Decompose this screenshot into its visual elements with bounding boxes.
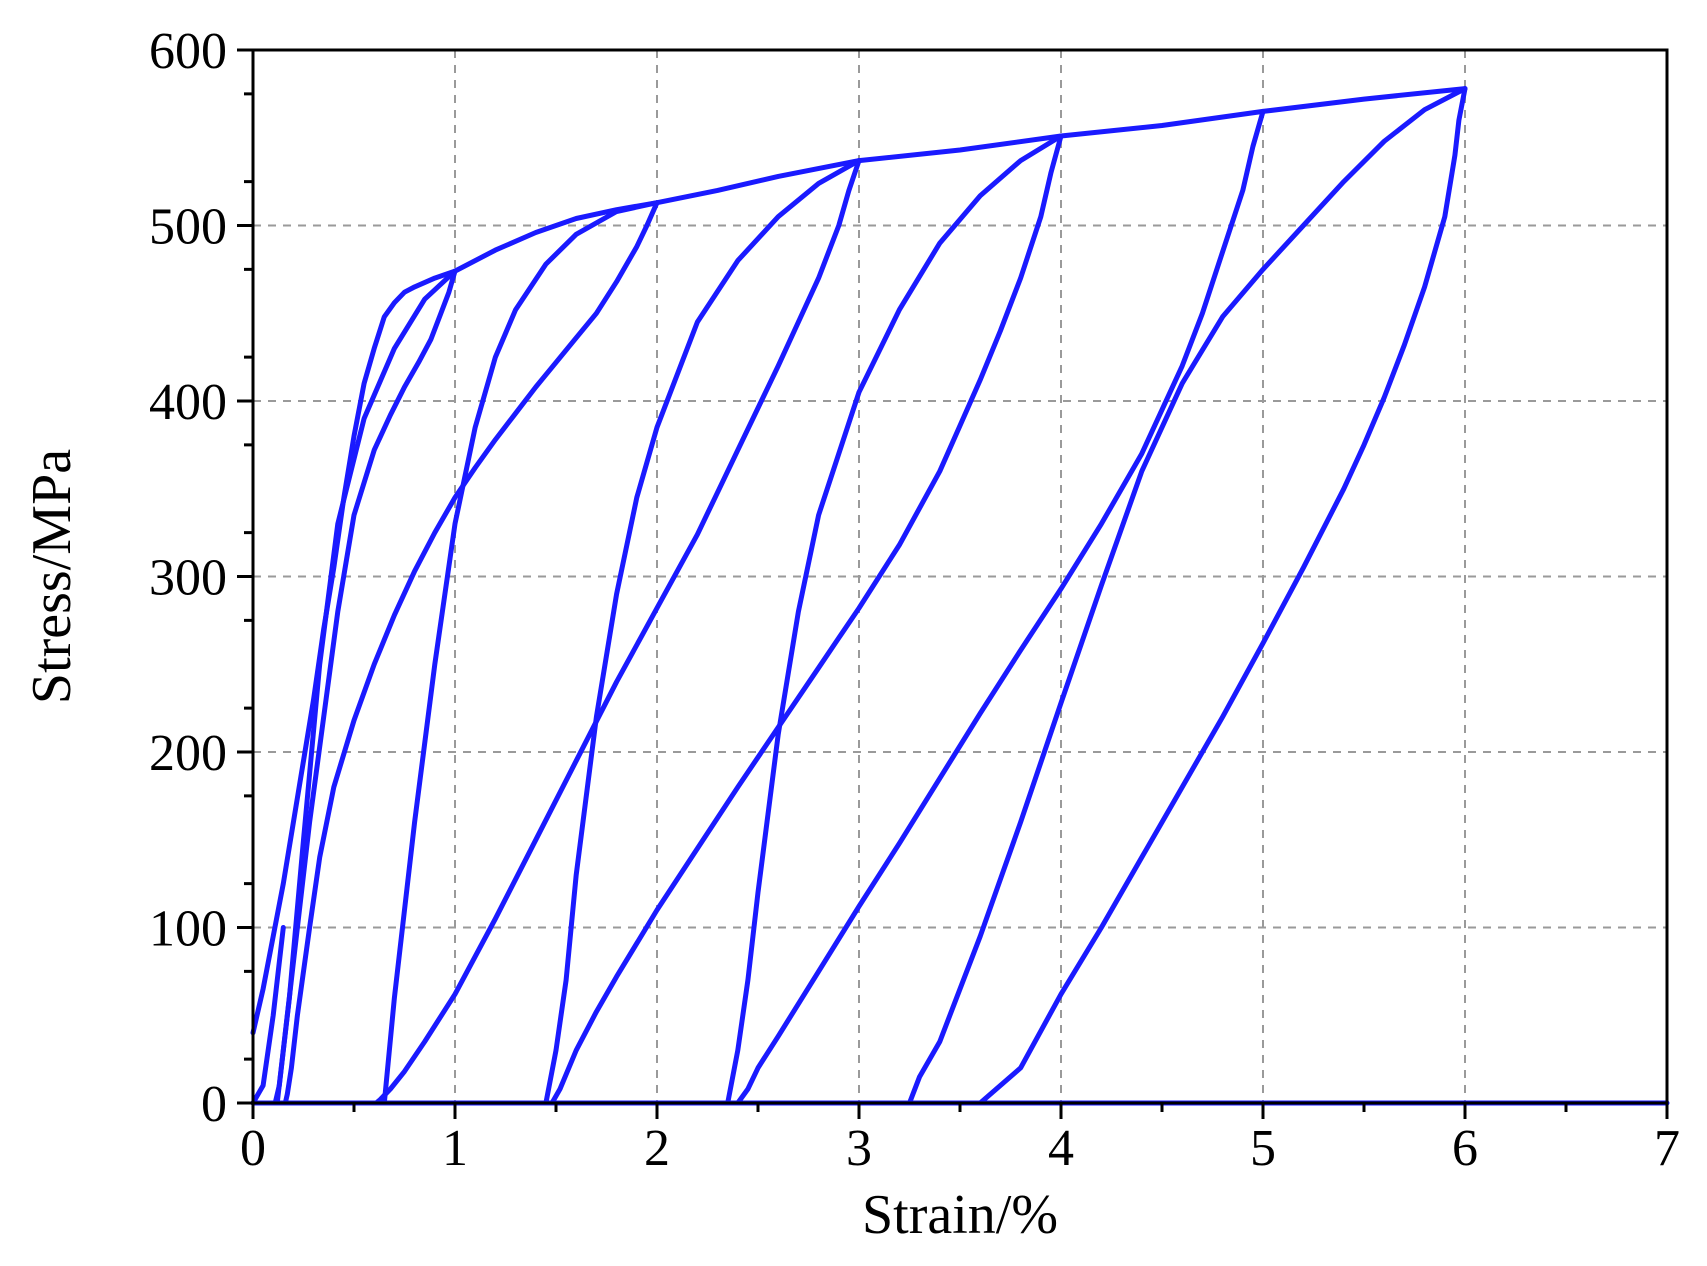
x-axis-label: Strain/% <box>862 1184 1058 1246</box>
series-line <box>543 158 862 1106</box>
x-tick-label: 1 <box>442 1120 468 1177</box>
grid-layer <box>253 50 1667 1103</box>
y-tick-label: 200 <box>149 725 227 782</box>
series-line <box>907 86 1468 1106</box>
x-tick-label: 5 <box>1250 1120 1276 1177</box>
series-line <box>725 133 1064 1106</box>
x-tick-label: 7 <box>1654 1120 1680 1177</box>
y-tick-label: 500 <box>149 199 227 256</box>
curve-layer <box>250 86 1670 1106</box>
series-line <box>381 200 660 1106</box>
x-tick-label: 2 <box>644 1120 670 1177</box>
y-tick-label: 300 <box>149 550 227 607</box>
series-line <box>274 268 458 1106</box>
series-line <box>250 925 286 1106</box>
series-line <box>282 200 660 1106</box>
y-tick-label: 600 <box>149 23 227 80</box>
x-tick-label: 6 <box>1452 1120 1478 1177</box>
y-tick-label: 400 <box>149 374 227 431</box>
tick-layer: 0 1 2 3 4 5 6 7 0 100 200 300 400 500 600 <box>149 23 1680 1177</box>
series-line <box>735 108 1266 1106</box>
series-line <box>549 133 1064 1106</box>
x-tick-label: 4 <box>1048 1120 1074 1177</box>
series-line <box>373 158 862 1106</box>
y-axis-label: Stress/MPa <box>21 449 83 704</box>
y-tick-label: 100 <box>149 901 227 958</box>
series-line <box>250 86 1468 1036</box>
series-line <box>907 86 1468 1106</box>
x-tick-label: 3 <box>846 1120 872 1177</box>
y-tick-label: 0 <box>201 1076 227 1133</box>
x-tick-label: 0 <box>240 1120 266 1177</box>
